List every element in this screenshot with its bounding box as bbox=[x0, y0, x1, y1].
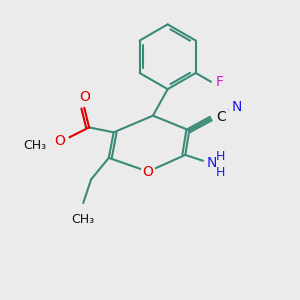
Text: N: N bbox=[232, 100, 242, 114]
Text: O: O bbox=[79, 90, 90, 104]
Text: O: O bbox=[55, 134, 66, 148]
Text: F: F bbox=[216, 75, 224, 89]
Text: CH₃: CH₃ bbox=[23, 139, 46, 152]
Text: O: O bbox=[142, 165, 154, 178]
Text: C: C bbox=[217, 110, 226, 124]
Text: H: H bbox=[216, 150, 225, 164]
Text: CH₃: CH₃ bbox=[72, 213, 95, 226]
Text: N: N bbox=[207, 156, 217, 170]
Text: H: H bbox=[216, 166, 225, 179]
